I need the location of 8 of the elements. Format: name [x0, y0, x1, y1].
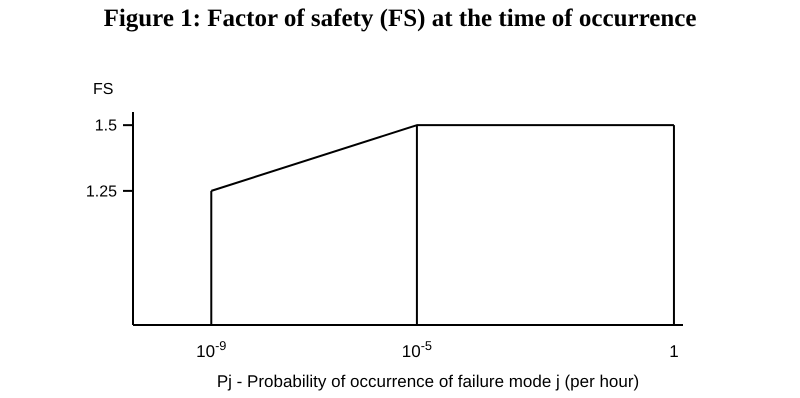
y-axis-title: FS [93, 81, 114, 98]
y-tick-label: 1.25 [86, 183, 118, 200]
y-tick-label: 1.5 [94, 118, 118, 135]
x-tick-label: 10$^{-9}$ [196, 338, 226, 361]
x-tick-label: 10$^{-5}$ [402, 338, 432, 361]
x-tick-label: 1 [669, 342, 679, 361]
x-axis-title: Pj - Probability of occurrence of failure mode j (per hour) [216, 372, 640, 391]
chart-title: Figure 1: Factor of safety (FS) at the time of occurrence [104, 5, 696, 32]
